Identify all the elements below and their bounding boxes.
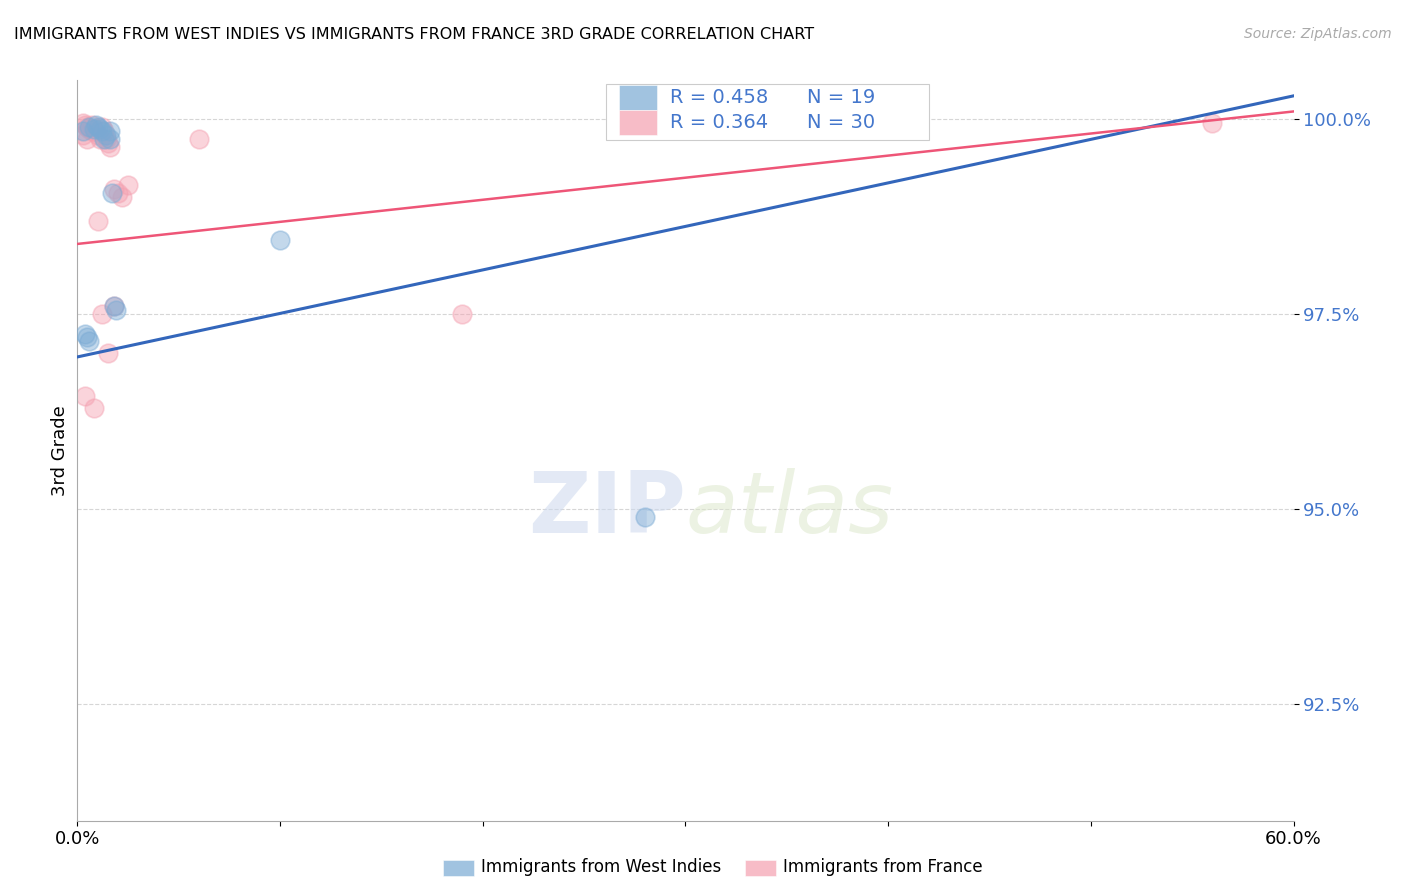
Point	[72, 124, 94, 138]
Point	[83, 121, 105, 136]
Point	[86, 213, 108, 227]
Point	[111, 190, 134, 204]
Point	[101, 186, 124, 201]
Point	[104, 303, 127, 318]
Point	[80, 119, 103, 133]
Point	[94, 132, 117, 146]
Point	[76, 120, 98, 134]
Point	[98, 139, 121, 153]
Point	[75, 389, 97, 403]
Point	[103, 299, 125, 313]
Point	[79, 120, 101, 134]
Point	[451, 307, 474, 321]
Point	[75, 326, 97, 341]
Point	[90, 120, 112, 134]
Point	[94, 128, 117, 142]
Point	[188, 132, 211, 146]
Point	[90, 307, 112, 321]
Point	[72, 128, 94, 142]
Text: N = 30: N = 30	[807, 113, 875, 132]
Point	[93, 124, 115, 138]
Text: R = 0.458: R = 0.458	[669, 87, 768, 107]
Point	[76, 330, 98, 344]
Point	[103, 299, 125, 313]
FancyBboxPatch shape	[606, 84, 929, 139]
Point	[269, 233, 291, 247]
Text: N = 19: N = 19	[807, 87, 876, 107]
Point	[93, 132, 115, 146]
Point	[90, 124, 112, 138]
Text: Source: ZipAtlas.com: Source: ZipAtlas.com	[1244, 27, 1392, 41]
Text: ZIP: ZIP	[527, 468, 686, 551]
Point	[79, 334, 101, 349]
Y-axis label: 3rd Grade: 3rd Grade	[51, 405, 69, 496]
Point	[86, 120, 108, 134]
Point	[97, 346, 120, 360]
Point	[84, 119, 107, 133]
Point	[98, 124, 121, 138]
Point	[97, 136, 120, 150]
Point	[634, 509, 657, 524]
Point	[103, 182, 125, 196]
Point	[107, 186, 129, 201]
Point	[89, 132, 111, 146]
Point	[1201, 116, 1223, 130]
Point	[84, 121, 107, 136]
Point	[86, 128, 108, 142]
Point	[80, 124, 103, 138]
Point	[79, 121, 101, 136]
Point	[83, 401, 105, 415]
FancyBboxPatch shape	[619, 110, 658, 135]
Point	[98, 132, 121, 146]
Text: Immigrants from France: Immigrants from France	[783, 858, 983, 876]
Point	[76, 132, 98, 146]
Text: R = 0.364: R = 0.364	[669, 113, 768, 132]
Text: atlas: atlas	[686, 468, 893, 551]
Point	[89, 121, 111, 136]
Text: IMMIGRANTS FROM WEST INDIES VS IMMIGRANTS FROM FRANCE 3RD GRADE CORRELATION CHAR: IMMIGRANTS FROM WEST INDIES VS IMMIGRANT…	[14, 27, 814, 42]
FancyBboxPatch shape	[619, 85, 658, 110]
Point	[117, 178, 139, 193]
Point	[72, 116, 94, 130]
Point	[83, 124, 105, 138]
Point	[75, 119, 97, 133]
Text: Immigrants from West Indies: Immigrants from West Indies	[481, 858, 721, 876]
